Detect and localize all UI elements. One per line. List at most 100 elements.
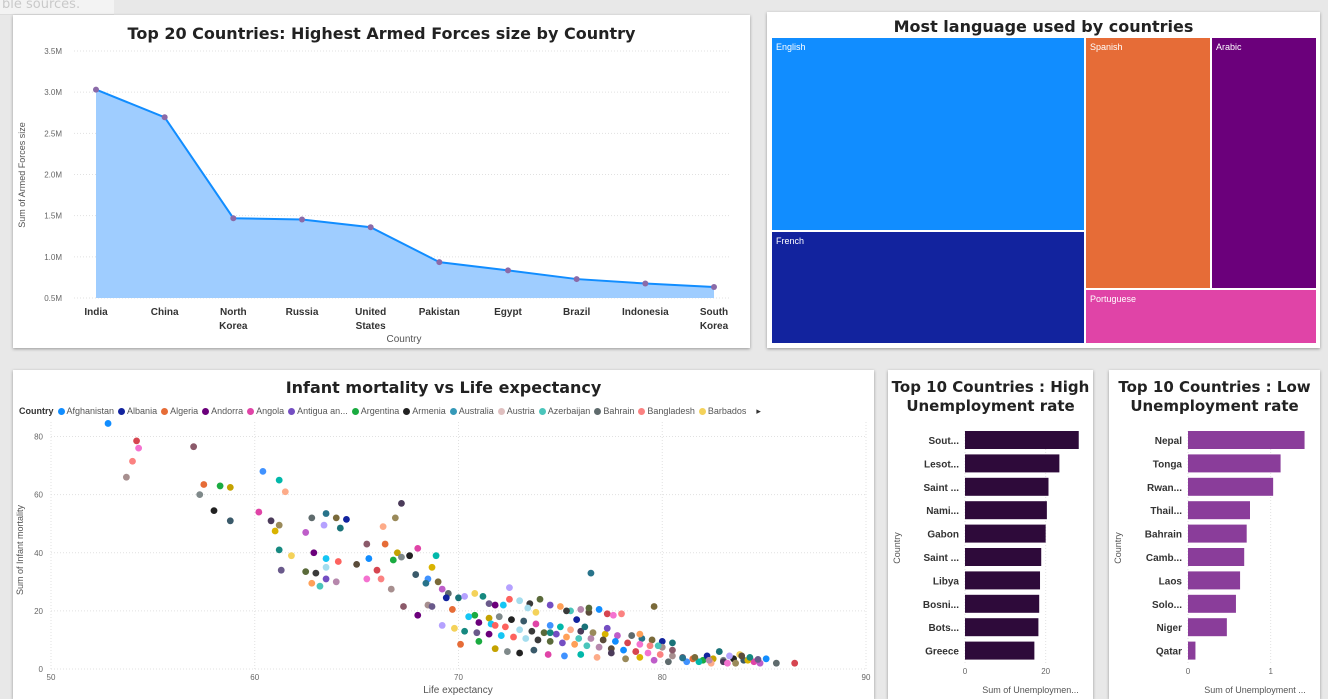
scatter-point bbox=[589, 629, 597, 637]
treemap-tile-french[interactable]: French bbox=[771, 231, 1085, 344]
high-unemployment-panel[interactable]: Top 10 Countries : High Unemployment rat… bbox=[888, 370, 1093, 699]
scatter-point bbox=[506, 584, 513, 592]
legend-item[interactable]: Angola bbox=[247, 406, 284, 416]
low-unemployment-bars: 0 1 Nepal Tonga Rwan... Thail... Bahrain Camb..… bbox=[1113, 431, 1306, 695]
legend-item[interactable]: Algeria bbox=[161, 406, 198, 416]
scatter-point bbox=[393, 549, 401, 557]
scatter-point bbox=[530, 646, 538, 654]
scatter-point bbox=[226, 517, 234, 525]
scatter-point bbox=[226, 483, 234, 491]
legend-item[interactable]: Argentina bbox=[351, 406, 400, 416]
language-treemap-panel[interactable]: Most language used by countries English F… bbox=[767, 12, 1320, 348]
treemap-title: Most language used by countries bbox=[893, 17, 1194, 36]
bar bbox=[965, 477, 1049, 496]
infant-mortality-scatter: 0 20 40 60 80 50 60 70 80 90 Life expectancy Sum of… bbox=[15, 420, 871, 696]
scatter-point bbox=[479, 592, 487, 600]
legend-label: Antigua an... bbox=[297, 406, 348, 416]
legend-item[interactable]: Barbados bbox=[698, 406, 746, 416]
scatter-point bbox=[561, 652, 568, 660]
treemap-tile-english[interactable]: English bbox=[771, 37, 1085, 231]
treemap-tile-spanish[interactable]: Spanish bbox=[1085, 37, 1211, 289]
bar-category-label: Bots... bbox=[928, 623, 959, 634]
scatter-point bbox=[255, 508, 263, 516]
scatter-point bbox=[448, 606, 456, 613]
bar bbox=[965, 571, 1041, 590]
legend-item[interactable]: Andorra bbox=[202, 406, 243, 416]
legend-dot bbox=[497, 408, 505, 415]
scatter-point bbox=[322, 555, 330, 562]
treemap-tile-portuguese[interactable]: Portuguese bbox=[1085, 289, 1317, 344]
legend-next-arrow-icon[interactable]: ▸ bbox=[756, 406, 761, 416]
bar bbox=[1188, 431, 1305, 449]
legend-label: Angola bbox=[256, 406, 285, 416]
scatter-point bbox=[669, 646, 676, 654]
scatter-point bbox=[695, 658, 703, 666]
legend-title: Country bbox=[19, 406, 54, 416]
scatter-point bbox=[322, 575, 330, 583]
scatter-point bbox=[636, 640, 644, 648]
scatter-legend[interactable]: Country Afghanistan Albania Algeria Andorra A… bbox=[19, 406, 761, 417]
scatter-point bbox=[732, 659, 739, 667]
x-axis-title: Sum of Unemployment ... bbox=[1204, 685, 1306, 695]
legend-label: Argentina bbox=[360, 406, 400, 416]
scatter-point bbox=[259, 468, 267, 475]
legend-item[interactable]: Afghanistan bbox=[57, 406, 114, 416]
x-axis-title: Life expectancy bbox=[423, 685, 493, 696]
scatter-point bbox=[381, 540, 389, 548]
scatter-point bbox=[414, 545, 422, 552]
treemap-tile-arabic[interactable]: Arabic bbox=[1211, 37, 1317, 289]
scatter-point bbox=[451, 624, 458, 632]
data-point bbox=[299, 216, 305, 223]
scatter-point bbox=[302, 529, 310, 536]
armed-forces-panel[interactable]: Top 20 Countries: Highest Armed Forces s… bbox=[13, 15, 750, 348]
scatter-point bbox=[573, 616, 581, 623]
scatter-point bbox=[267, 517, 275, 525]
legend-item[interactable]: Antigua an... bbox=[288, 406, 348, 416]
scatter-point bbox=[504, 648, 511, 655]
scatter-point bbox=[577, 627, 585, 635]
x-tick-label: India bbox=[84, 307, 108, 318]
scatter-point bbox=[522, 635, 530, 642]
scatter-point bbox=[133, 437, 140, 445]
infant-mortality-panel[interactable]: Infant mortality vs Life expectancy Coun… bbox=[13, 370, 874, 699]
scatter-point bbox=[491, 645, 499, 653]
scatter-point bbox=[485, 614, 493, 622]
legend-item[interactable]: Armenia bbox=[403, 406, 446, 416]
legend-label: Andorra bbox=[211, 406, 244, 416]
legend-item[interactable]: Albania bbox=[118, 406, 157, 416]
legend-label: Bahrain bbox=[603, 406, 635, 416]
legend-dot bbox=[698, 408, 706, 415]
low-unemployment-panel[interactable]: Top 10 Countries : Low Unemployment rate… bbox=[1109, 370, 1320, 699]
legend-item[interactable]: Azerbaijan bbox=[538, 406, 590, 416]
scatter-point bbox=[491, 622, 499, 629]
y-tick-label: 60 bbox=[34, 491, 43, 500]
legend-item[interactable]: Austria bbox=[497, 406, 535, 416]
legend-item[interactable]: Bahrain bbox=[594, 406, 634, 416]
language-treemap: English French Spanish Arabic Portuguese bbox=[771, 37, 1317, 344]
scatter-point bbox=[552, 630, 560, 638]
scatter-point bbox=[271, 527, 279, 535]
legend-item[interactable]: Bangladesh bbox=[638, 406, 695, 416]
scatter-point bbox=[475, 637, 483, 645]
data-point bbox=[230, 215, 237, 222]
scatter-point bbox=[473, 629, 481, 637]
x-tick-label: China bbox=[151, 307, 179, 318]
scatter-point bbox=[400, 603, 407, 610]
legend-label: Australia bbox=[458, 406, 494, 416]
legend-label: Bangladesh bbox=[647, 406, 695, 416]
scatter-point bbox=[363, 575, 371, 583]
scatter-point bbox=[200, 481, 208, 488]
x-tick-label: Egypt bbox=[494, 307, 522, 318]
scatter-point bbox=[544, 651, 552, 658]
scatter-point bbox=[516, 649, 524, 657]
data-point bbox=[161, 114, 168, 121]
scatter-point bbox=[648, 636, 656, 644]
legend-item[interactable]: Australia bbox=[449, 406, 494, 416]
scatter-point bbox=[190, 443, 198, 451]
bar bbox=[1188, 548, 1245, 566]
scatter-point bbox=[475, 619, 483, 626]
data-point bbox=[573, 276, 580, 283]
scatter-point bbox=[508, 616, 515, 623]
scatter-point bbox=[738, 652, 746, 660]
scatter-point bbox=[587, 635, 595, 642]
